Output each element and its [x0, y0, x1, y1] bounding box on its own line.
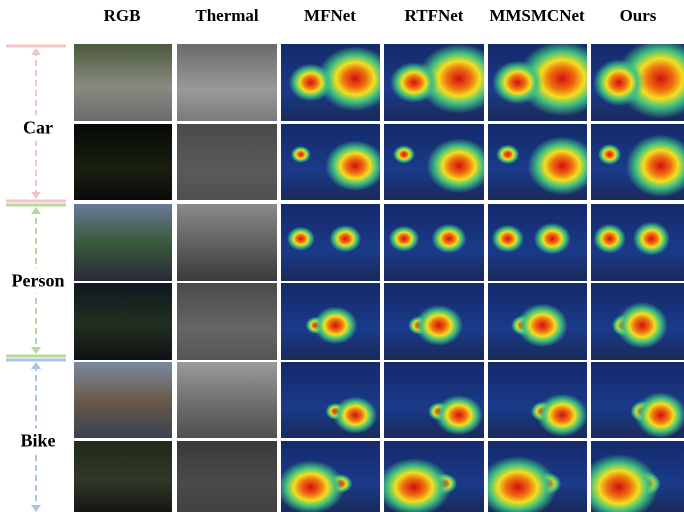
column-header: MFNet	[304, 6, 356, 26]
thermal-image	[177, 441, 277, 512]
segmentation-heatmap	[488, 44, 587, 121]
thermal-image	[177, 124, 277, 200]
group-label: Car	[23, 116, 53, 141]
segmentation-heatmap	[591, 362, 684, 438]
thermal-image	[177, 283, 277, 360]
segmentation-heatmap	[591, 204, 684, 281]
rgb-image	[74, 283, 172, 360]
segmentation-heatmap	[488, 441, 587, 512]
segmentation-heatmap	[281, 44, 380, 121]
column-header: Ours	[620, 6, 657, 26]
segmentation-heatmap	[384, 362, 484, 438]
segmentation-heatmap	[488, 362, 587, 438]
segmentation-heatmap	[591, 441, 684, 512]
segmentation-heatmap	[281, 124, 380, 200]
segmentation-heatmap	[591, 124, 684, 200]
rgb-image	[74, 362, 172, 438]
thermal-image	[177, 204, 277, 281]
segmentation-heatmap	[281, 283, 380, 360]
rgb-image	[74, 441, 172, 512]
segmentation-heatmap	[384, 441, 484, 512]
segmentation-heatmap	[281, 362, 380, 438]
column-header: Thermal	[195, 6, 258, 26]
segmentation-heatmap	[591, 283, 684, 360]
segmentation-heatmap	[384, 204, 484, 281]
rgb-image	[74, 44, 172, 121]
figure: RGB Thermal MFNet RTFNet MMSMCNet Ours Car Pers…	[0, 0, 684, 512]
column-header: MMSMCNet	[489, 6, 584, 26]
group-label: Bike	[20, 429, 55, 454]
group-label: Person	[12, 269, 65, 294]
column-header: RGB	[104, 6, 141, 26]
segmentation-heatmap	[488, 204, 587, 281]
thermal-image	[177, 362, 277, 438]
segmentation-heatmap	[591, 44, 684, 121]
segmentation-heatmap	[384, 44, 484, 121]
segmentation-heatmap	[384, 283, 484, 360]
segmentation-heatmap	[384, 124, 484, 200]
thermal-image	[177, 44, 277, 121]
segmentation-heatmap	[281, 204, 380, 281]
column-header: RTFNet	[405, 6, 464, 26]
rgb-image	[74, 204, 172, 281]
segmentation-heatmap	[281, 441, 380, 512]
rgb-image	[74, 124, 172, 200]
segmentation-heatmap	[488, 124, 587, 200]
segmentation-heatmap	[488, 283, 587, 360]
